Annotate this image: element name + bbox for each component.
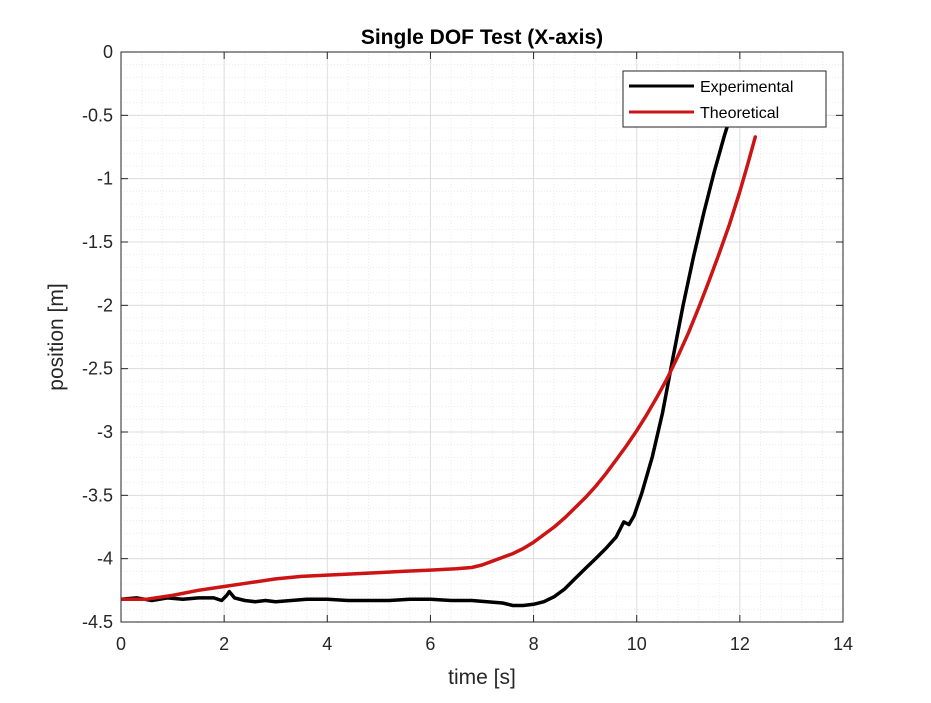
y-tick-label: -2.5 — [82, 359, 113, 379]
series-line-experimental — [121, 81, 745, 608]
legend-label-experimental: Experimental — [700, 79, 793, 96]
legend: Experimental Theoretical — [622, 70, 827, 128]
x-tick-label: 4 — [322, 634, 332, 654]
y-tick-label: 0 — [103, 42, 113, 62]
y-tick-label: -1 — [97, 169, 113, 189]
x-axis-label: time [s] — [448, 666, 516, 689]
y-tick-labels: 0 -0.5 -1 -1.5 -2 -2.5 -3 -3.5 -4 -4.5 — [82, 42, 113, 632]
x-tick-labels: 0 2 4 6 8 10 12 14 — [116, 634, 853, 654]
y-tick-label: -0.5 — [82, 105, 113, 125]
x-tick-label: 10 — [627, 634, 647, 654]
series-layer — [121, 81, 758, 608]
y-tick-label: -1.5 — [82, 232, 113, 252]
minor-grid — [121, 52, 843, 622]
x-tick-label: 14 — [833, 634, 853, 654]
x-tick-label: 0 — [116, 634, 126, 654]
y-tick-label: -4 — [97, 549, 113, 569]
series-line-theoretical — [121, 135, 758, 601]
y-tick-label: -3.5 — [82, 485, 113, 505]
tick-marks — [120, 51, 844, 623]
y-tick-label: -4.5 — [82, 612, 113, 632]
x-tick-label: 8 — [529, 634, 539, 654]
y-tick-label: -3 — [97, 422, 113, 442]
plot-frame — [120, 51, 844, 623]
legend-box — [622, 70, 827, 128]
chart-title: Single DOF Test (X-axis) — [361, 26, 603, 49]
y-axis-label: position [m] — [45, 283, 68, 390]
x-tick-label: 12 — [730, 634, 750, 654]
legend-label-theoretical: Theoretical — [700, 105, 779, 122]
y-tick-label: -2 — [97, 295, 113, 315]
x-tick-label: 2 — [219, 634, 229, 654]
x-tick-label: 6 — [425, 634, 435, 654]
